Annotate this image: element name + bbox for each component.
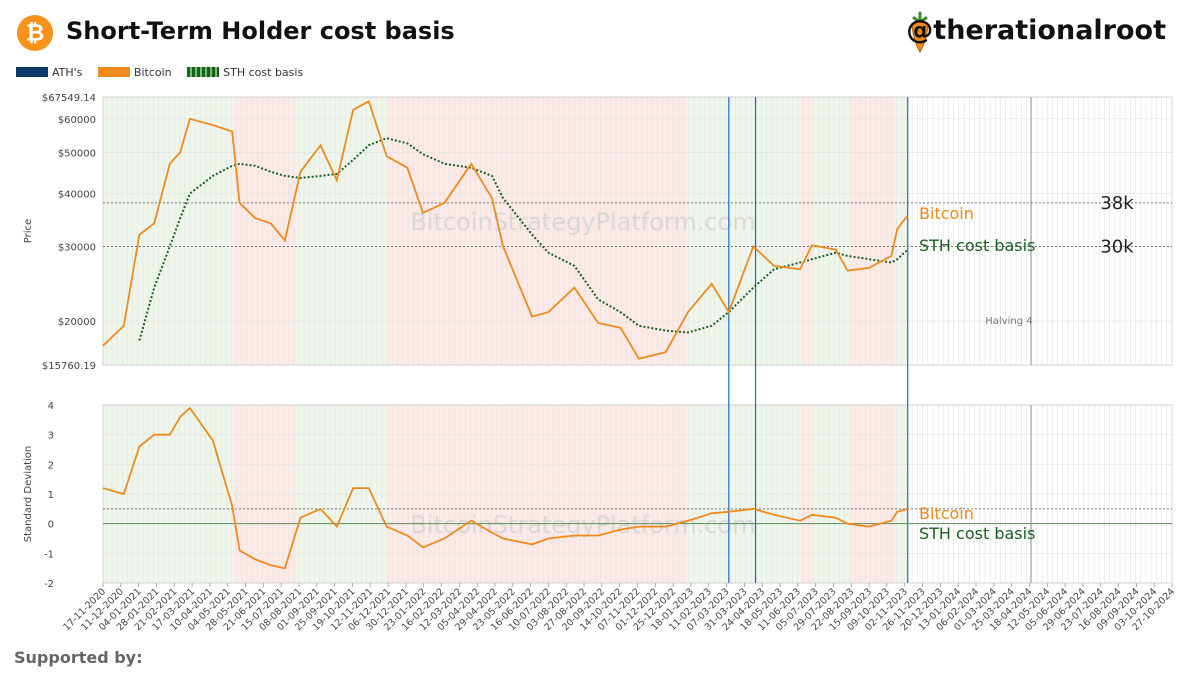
series-line-sth-cost-basis	[138, 137, 909, 341]
supported-by: Supported by:	[14, 648, 143, 667]
regime-band	[686, 97, 801, 365]
regime-band	[849, 97, 896, 365]
legend: ATH's Bitcoin STH cost basis	[16, 66, 315, 82]
y-tick-label: $20000	[58, 317, 96, 328]
y-tick-label: 0	[48, 520, 54, 531]
y-tick-label: -2	[44, 579, 54, 590]
y-tick-label: $30000	[58, 242, 96, 253]
series-label-sth: STH cost basis	[919, 524, 1035, 543]
header: ₿ Short-Term Holder cost basis @theratio…	[0, 0, 1200, 64]
series-line-bitcoin-sd	[102, 406, 908, 570]
legend-item-sth[interactable]: STH cost basis	[187, 66, 303, 79]
y-tick-label: 2	[48, 460, 54, 471]
watermark: BitcoinStrategyPlatform.com	[410, 208, 755, 236]
legend-swatch	[187, 67, 220, 77]
reference-label: 30k	[1100, 236, 1134, 257]
bitcoin-icon: ₿	[16, 14, 54, 52]
y-tick-label: $50000	[58, 148, 96, 159]
watermark: BitcoinStrategyPlatform.com	[410, 511, 755, 539]
y-tick-label: 1	[48, 490, 54, 501]
y-tick-label: $15760.19	[42, 361, 96, 372]
legend-swatch	[16, 67, 48, 77]
regime-band	[800, 97, 813, 365]
legend-item-aths[interactable]: ATH's	[16, 66, 82, 79]
legend-item-bitcoin[interactable]: Bitcoin	[97, 66, 172, 79]
page-title: Short-Term Holder cost basis	[66, 17, 455, 45]
regime-band	[296, 97, 388, 365]
author-handle: @therationalroot	[906, 15, 1166, 46]
y-tick-label: 3	[48, 431, 54, 442]
carrot-icon	[911, 11, 929, 53]
series-label-bitcoin: Bitcoin	[919, 204, 974, 223]
legend-label: STH cost basis	[223, 66, 304, 79]
halving-label: Halving 4	[985, 316, 1032, 327]
y-axis-title: Price	[23, 219, 34, 243]
reference-label: 38k	[1100, 193, 1134, 214]
legend-swatch	[97, 67, 130, 77]
regime-band	[812, 97, 850, 365]
legend-label: Bitcoin	[133, 66, 172, 79]
y-tick-label: $60000	[58, 115, 96, 126]
y-tick-label: $40000	[58, 189, 96, 200]
regime-band	[895, 97, 908, 365]
chart: BitcoinStrategyPlatform.com BitcoinStrate…	[23, 93, 1177, 633]
series-label-sth: STH cost basis	[919, 236, 1035, 255]
legend-label: ATH's	[52, 66, 83, 79]
y-tick-label: 4	[48, 401, 54, 412]
plot-frame	[102, 96, 1173, 366]
series-label-bitcoin: Bitcoin	[919, 504, 974, 523]
series-line-bitcoin	[102, 99, 909, 360]
y-axis-title: Standard Deviation	[23, 446, 34, 543]
y-tick-label: $67549.14	[42, 93, 96, 104]
y-tick-label: -1	[44, 549, 54, 560]
svg-text:₿: ₿	[26, 21, 45, 47]
